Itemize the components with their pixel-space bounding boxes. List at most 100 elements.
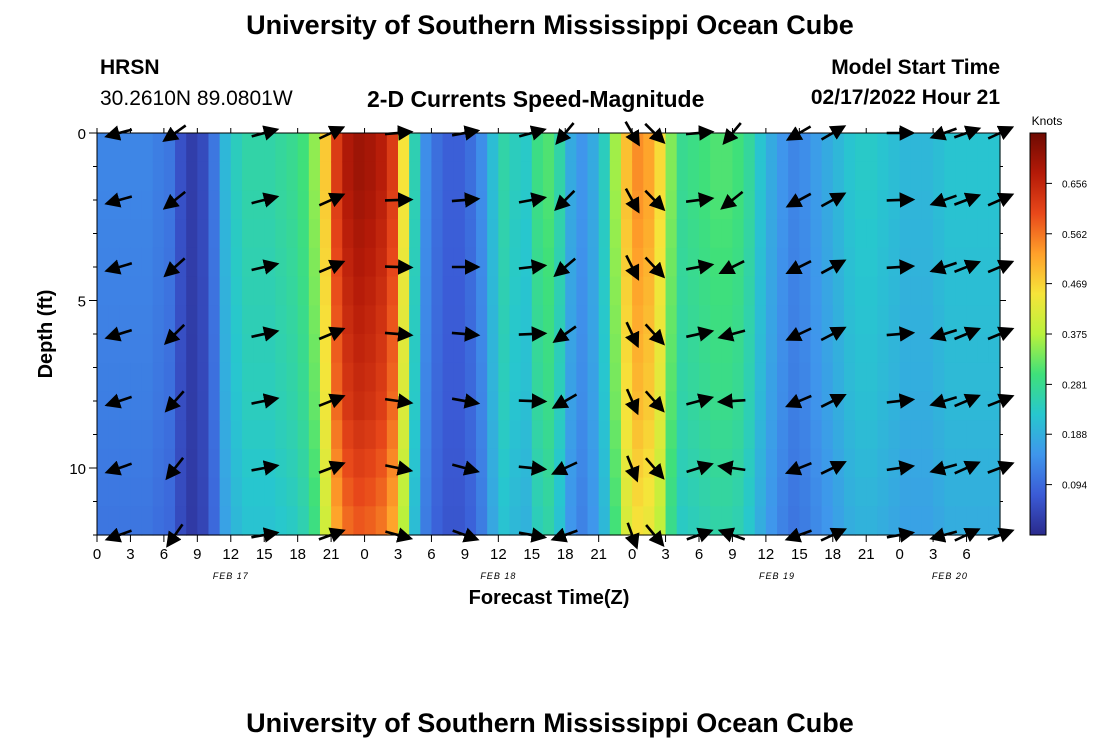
- heatmap-cell: [721, 161, 734, 192]
- heatmap-cell: [509, 391, 522, 421]
- heatmap-cell: [665, 161, 678, 192]
- heatmap-cell: [899, 420, 912, 450]
- heatmap-cell: [699, 420, 711, 450]
- heatmap-cell: [799, 477, 812, 507]
- heatmap-cell: [409, 477, 421, 507]
- heatmap-cell: [955, 247, 968, 278]
- heatmap-cell: [855, 362, 867, 393]
- heatmap-cell: [576, 334, 589, 364]
- heatmap-cell: [520, 219, 533, 249]
- heatmap-cell: [186, 420, 198, 450]
- colorbar-tick-label: 0.656: [1062, 179, 1087, 190]
- heatmap-cell: [230, 448, 243, 479]
- heatmap-cell: [777, 420, 789, 450]
- heatmap-cell: [821, 391, 834, 421]
- heatmap-cell: [576, 161, 589, 192]
- heatmap-cell: [877, 133, 890, 163]
- heatmap-cell: [598, 334, 611, 364]
- heatmap-cell: [386, 247, 399, 278]
- heatmap-cell: [587, 334, 600, 364]
- heatmap-cell: [877, 276, 890, 306]
- heatmap-cell: [554, 133, 566, 163]
- heatmap-cell: [208, 247, 221, 278]
- heatmap-cell: [609, 362, 622, 393]
- heatmap-cell: [788, 477, 800, 507]
- x-tick-label: 0: [628, 546, 636, 563]
- heatmap-cell: [732, 334, 745, 364]
- heatmap-cell: [777, 391, 789, 421]
- heatmap-cell: [420, 448, 433, 479]
- heatmap-cell: [877, 448, 890, 479]
- current-vector: [716, 393, 746, 409]
- heatmap-cell: [866, 276, 878, 306]
- heatmap-cell: [286, 391, 299, 421]
- heatmap-cell: [498, 391, 511, 421]
- heatmap-cell: [966, 133, 979, 163]
- heatmap-cell: [654, 334, 667, 364]
- heatmap-cell: [152, 247, 165, 278]
- heatmap-cell: [899, 219, 912, 249]
- heatmap-cell: [130, 477, 143, 507]
- heatmap-cell: [531, 448, 544, 479]
- heatmap-cell: [219, 506, 232, 536]
- heatmap-cell: [453, 305, 466, 335]
- current-vector: [625, 254, 640, 281]
- heatmap-cell: [364, 133, 377, 163]
- heatmap-cell: [888, 305, 901, 335]
- heatmap-cell: [186, 506, 198, 536]
- heatmap-cell: [732, 305, 745, 335]
- heatmap-cell: [832, 161, 845, 192]
- heatmap-cell: [632, 362, 644, 393]
- current-vector: [554, 189, 576, 212]
- heatmap-cell: [286, 161, 299, 192]
- heatmap-cell: [375, 506, 388, 536]
- heatmap-cell: [420, 506, 433, 536]
- heatmap-cell: [531, 247, 544, 278]
- heatmap-cell: [286, 305, 299, 335]
- heatmap-cell: [409, 391, 421, 421]
- heatmap-cell: [765, 362, 778, 393]
- heatmap-cell: [944, 276, 957, 306]
- x-tick-label: 6: [695, 546, 703, 563]
- heatmap-cell: [921, 391, 934, 421]
- heatmap-cell: [977, 161, 990, 192]
- heatmap-cell: [342, 506, 355, 536]
- heatmap-cell: [899, 305, 912, 335]
- heatmap-cell: [197, 448, 210, 479]
- heatmap-cell: [843, 305, 856, 335]
- current-vector: [518, 393, 548, 409]
- heatmap-cell: [331, 161, 343, 192]
- heatmap-cell: [241, 391, 254, 421]
- heatmap-cell: [899, 247, 912, 278]
- heatmap-cell: [899, 334, 912, 364]
- heatmap-cell: [866, 477, 878, 507]
- heatmap-cell: [409, 334, 421, 364]
- heatmap-cell: [531, 334, 544, 364]
- heatmap-cell: [977, 448, 990, 479]
- heatmap-cell: [264, 334, 276, 364]
- heatmap-cell: [119, 247, 132, 278]
- heatmap-cell: [453, 219, 466, 249]
- heatmap-cell: [520, 247, 533, 278]
- heatmap-cell: [754, 276, 767, 306]
- heatmap-cell: [119, 391, 132, 421]
- heatmap-cell: [442, 334, 455, 364]
- heatmap-cell: [721, 305, 734, 335]
- heatmap-cell: [743, 448, 756, 479]
- heatmap-cell: [342, 334, 355, 364]
- heatmap-cell: [409, 219, 421, 249]
- heatmap-cell: [141, 362, 154, 393]
- heatmap-cell: [297, 161, 310, 192]
- heatmap-cell: [910, 305, 923, 335]
- heatmap-cell: [342, 391, 355, 421]
- heatmap-cell: [788, 334, 800, 364]
- current-vector: [624, 187, 640, 214]
- colorbar-gradient: [1029, 132, 1047, 536]
- heatmap-cell: [331, 305, 343, 335]
- heatmap-cell: [375, 247, 388, 278]
- heatmap-cell: [353, 420, 366, 450]
- heatmap-cell: [175, 305, 187, 335]
- heatmap-cell: [119, 219, 132, 249]
- heatmap-cell: [487, 276, 499, 306]
- heatmap-cell: [855, 219, 867, 249]
